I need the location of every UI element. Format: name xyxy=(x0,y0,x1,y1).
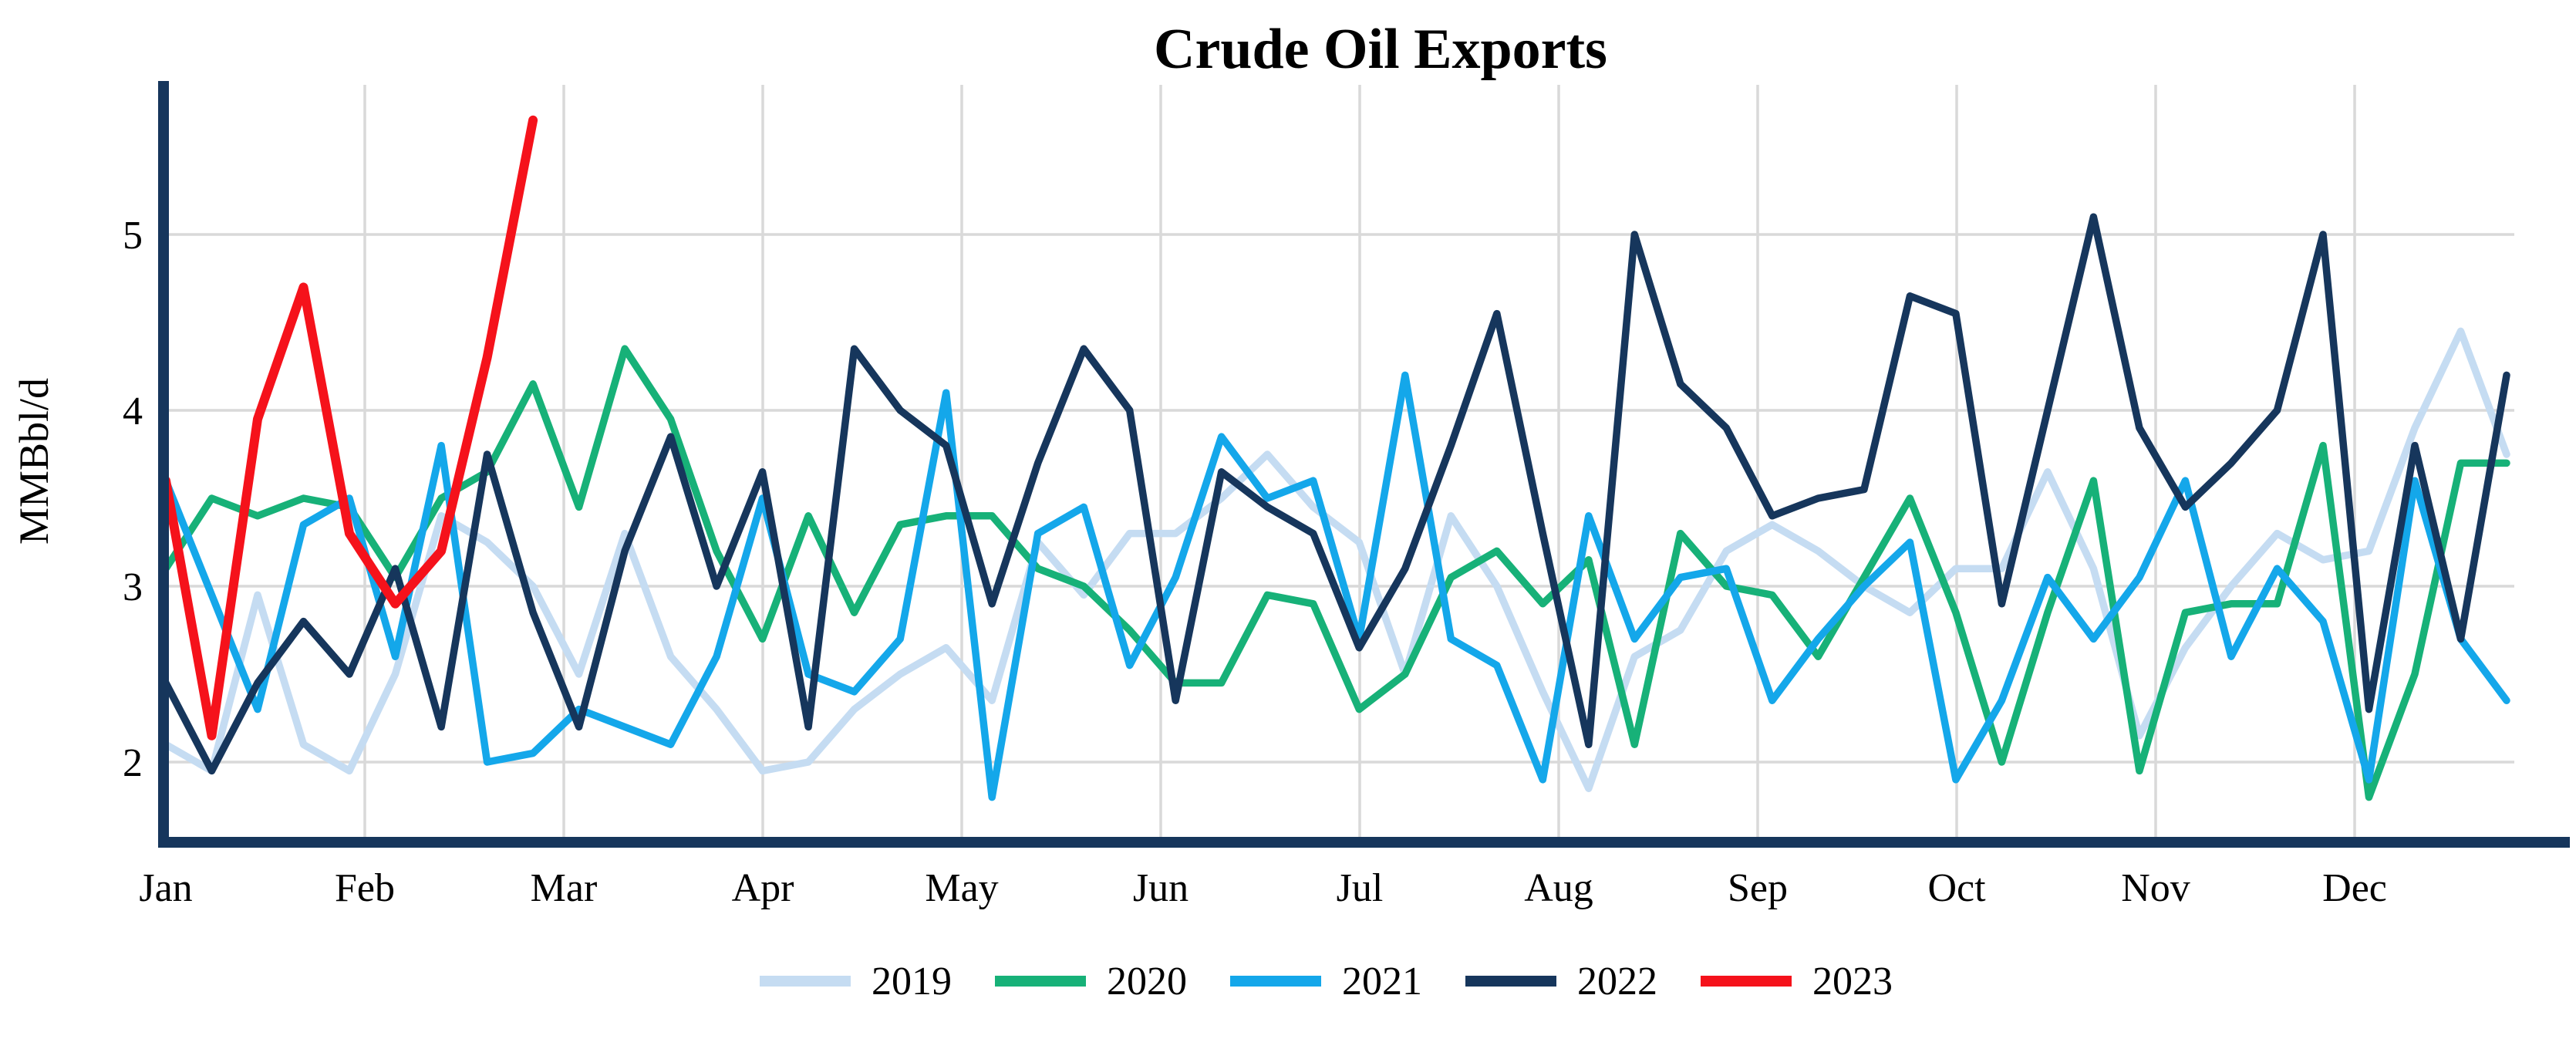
legend-label-2020: 2020 xyxy=(1107,960,1187,1003)
y-axis-label: MMBbl/d xyxy=(11,378,57,545)
x-month-label-May: May xyxy=(925,866,998,910)
series-line-2021 xyxy=(162,371,2510,801)
series-line-2023 xyxy=(161,115,538,740)
legend: 2019 2020 2021 2022 2023 xyxy=(760,960,1893,1003)
y-tick-label-5: 5 xyxy=(123,214,143,258)
legend-label-2022: 2022 xyxy=(1577,960,1657,1003)
x-month-label-Oct: Oct xyxy=(1927,866,1986,910)
x-month-label-Aug: Aug xyxy=(1524,866,1593,910)
series-line-2019 xyxy=(162,327,2510,792)
x-month-label-Feb: Feb xyxy=(335,866,395,910)
legend-label-2021: 2021 xyxy=(1342,960,1422,1003)
x-month-label-Mar: Mar xyxy=(531,866,598,910)
y-tick-label-2: 2 xyxy=(123,741,143,785)
series-line-2020 xyxy=(162,345,2510,801)
x-month-label-Jan: Jan xyxy=(139,866,192,910)
legend-label-2023: 2023 xyxy=(1812,960,1893,1003)
data-series xyxy=(161,115,2510,801)
legend-label-2019: 2019 xyxy=(872,960,952,1003)
y-tick-label-4: 4 xyxy=(123,390,143,433)
x-month-labels: Jan Feb Mar Apr May Jun Jul Aug Sep Oct Nov Dec xyxy=(139,866,2387,910)
x-month-label-Sep: Sep xyxy=(1728,866,1788,910)
chart-title: Crude Oil Exports xyxy=(1154,18,1607,81)
x-month-label-Dec: Dec xyxy=(2322,866,2387,910)
y-tick-label-3: 3 xyxy=(123,565,143,609)
axes xyxy=(158,81,2570,848)
x-month-label-Jun: Jun xyxy=(1133,866,1189,910)
x-month-label-Apr: Apr xyxy=(732,866,794,910)
series-line-2022 xyxy=(162,213,2510,775)
x-month-label-Jul: Jul xyxy=(1337,866,1384,910)
y-tick-labels: 2 3 4 5 xyxy=(123,214,143,785)
x-month-label-Nov: Nov xyxy=(2121,866,2190,910)
